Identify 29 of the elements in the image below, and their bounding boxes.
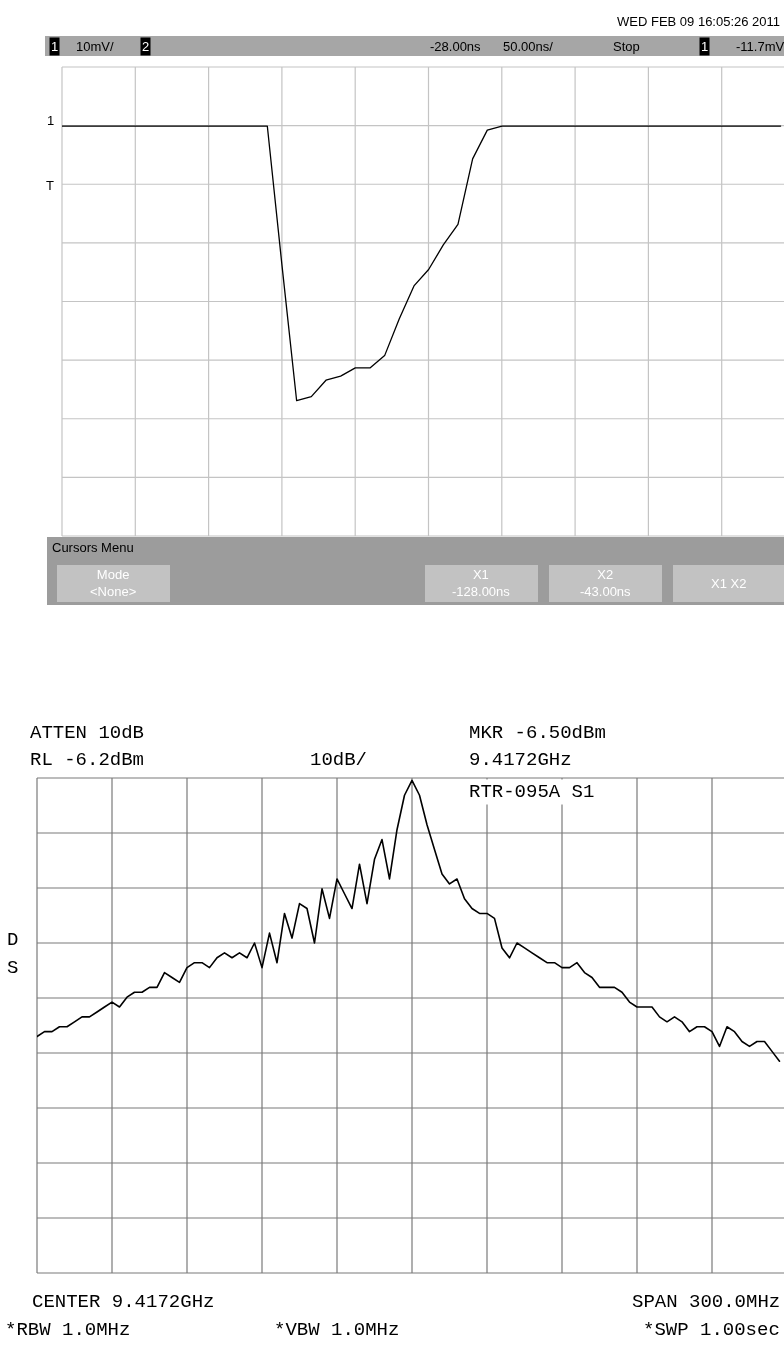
text: Cursors Menu <box>52 540 134 555</box>
text: 1 <box>47 113 55 128</box>
text: CENTER 9.4172GHz <box>32 1291 215 1313</box>
text: Stop <box>613 39 640 54</box>
text: 50.00ns/ <box>503 39 554 54</box>
text: 1 <box>701 39 709 54</box>
text: ATTEN 10dB <box>30 722 145 744</box>
text: 2 <box>142 39 150 54</box>
text: MKR -6.50dBm <box>469 722 606 744</box>
text: 1 <box>51 39 59 54</box>
text: T <box>46 178 54 193</box>
annotation: RTR-095A S1 <box>469 781 595 803</box>
text: -28.00ns <box>430 39 482 54</box>
text: X1 X2 <box>711 576 747 591</box>
text: 10dB/ <box>310 749 368 771</box>
text: 10mV/ <box>76 39 114 54</box>
text: S <box>7 957 19 979</box>
text: SPAN 300.0MHz <box>632 1291 781 1313</box>
text: -11.7mV <box>736 39 784 54</box>
text: X1 -128.00ns <box>452 567 511 599</box>
text: 9.4172GHz <box>469 749 572 771</box>
text: RL -6.2dBm <box>30 749 145 771</box>
text: *VBW 1.0MHz <box>274 1319 400 1341</box>
text: *RBW 1.0MHz <box>5 1319 131 1341</box>
text: *SWP 1.00sec <box>643 1319 780 1341</box>
text: Mode <None> <box>90 567 137 599</box>
text: X2 -43.00ns <box>580 567 632 599</box>
text: WED FEB 09 16:05:26 2011 <box>617 14 781 29</box>
text: D <box>7 929 19 951</box>
